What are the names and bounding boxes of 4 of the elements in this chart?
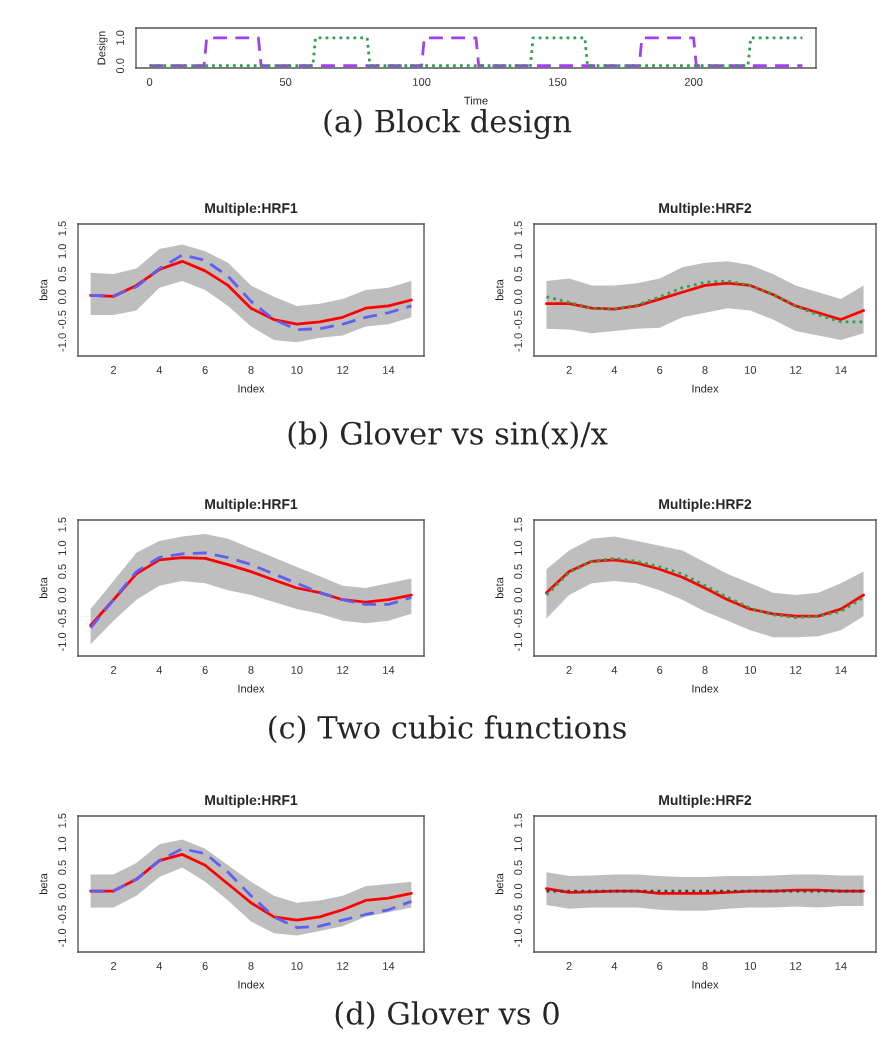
text: (c) Two cubic functions <box>269 715 626 744</box>
text: (b) Glover vs sin(x)/x <box>288 421 608 450</box>
text: (a) Block design <box>324 109 572 139</box>
text: (d) Glover vs 0 <box>335 1001 559 1030</box>
